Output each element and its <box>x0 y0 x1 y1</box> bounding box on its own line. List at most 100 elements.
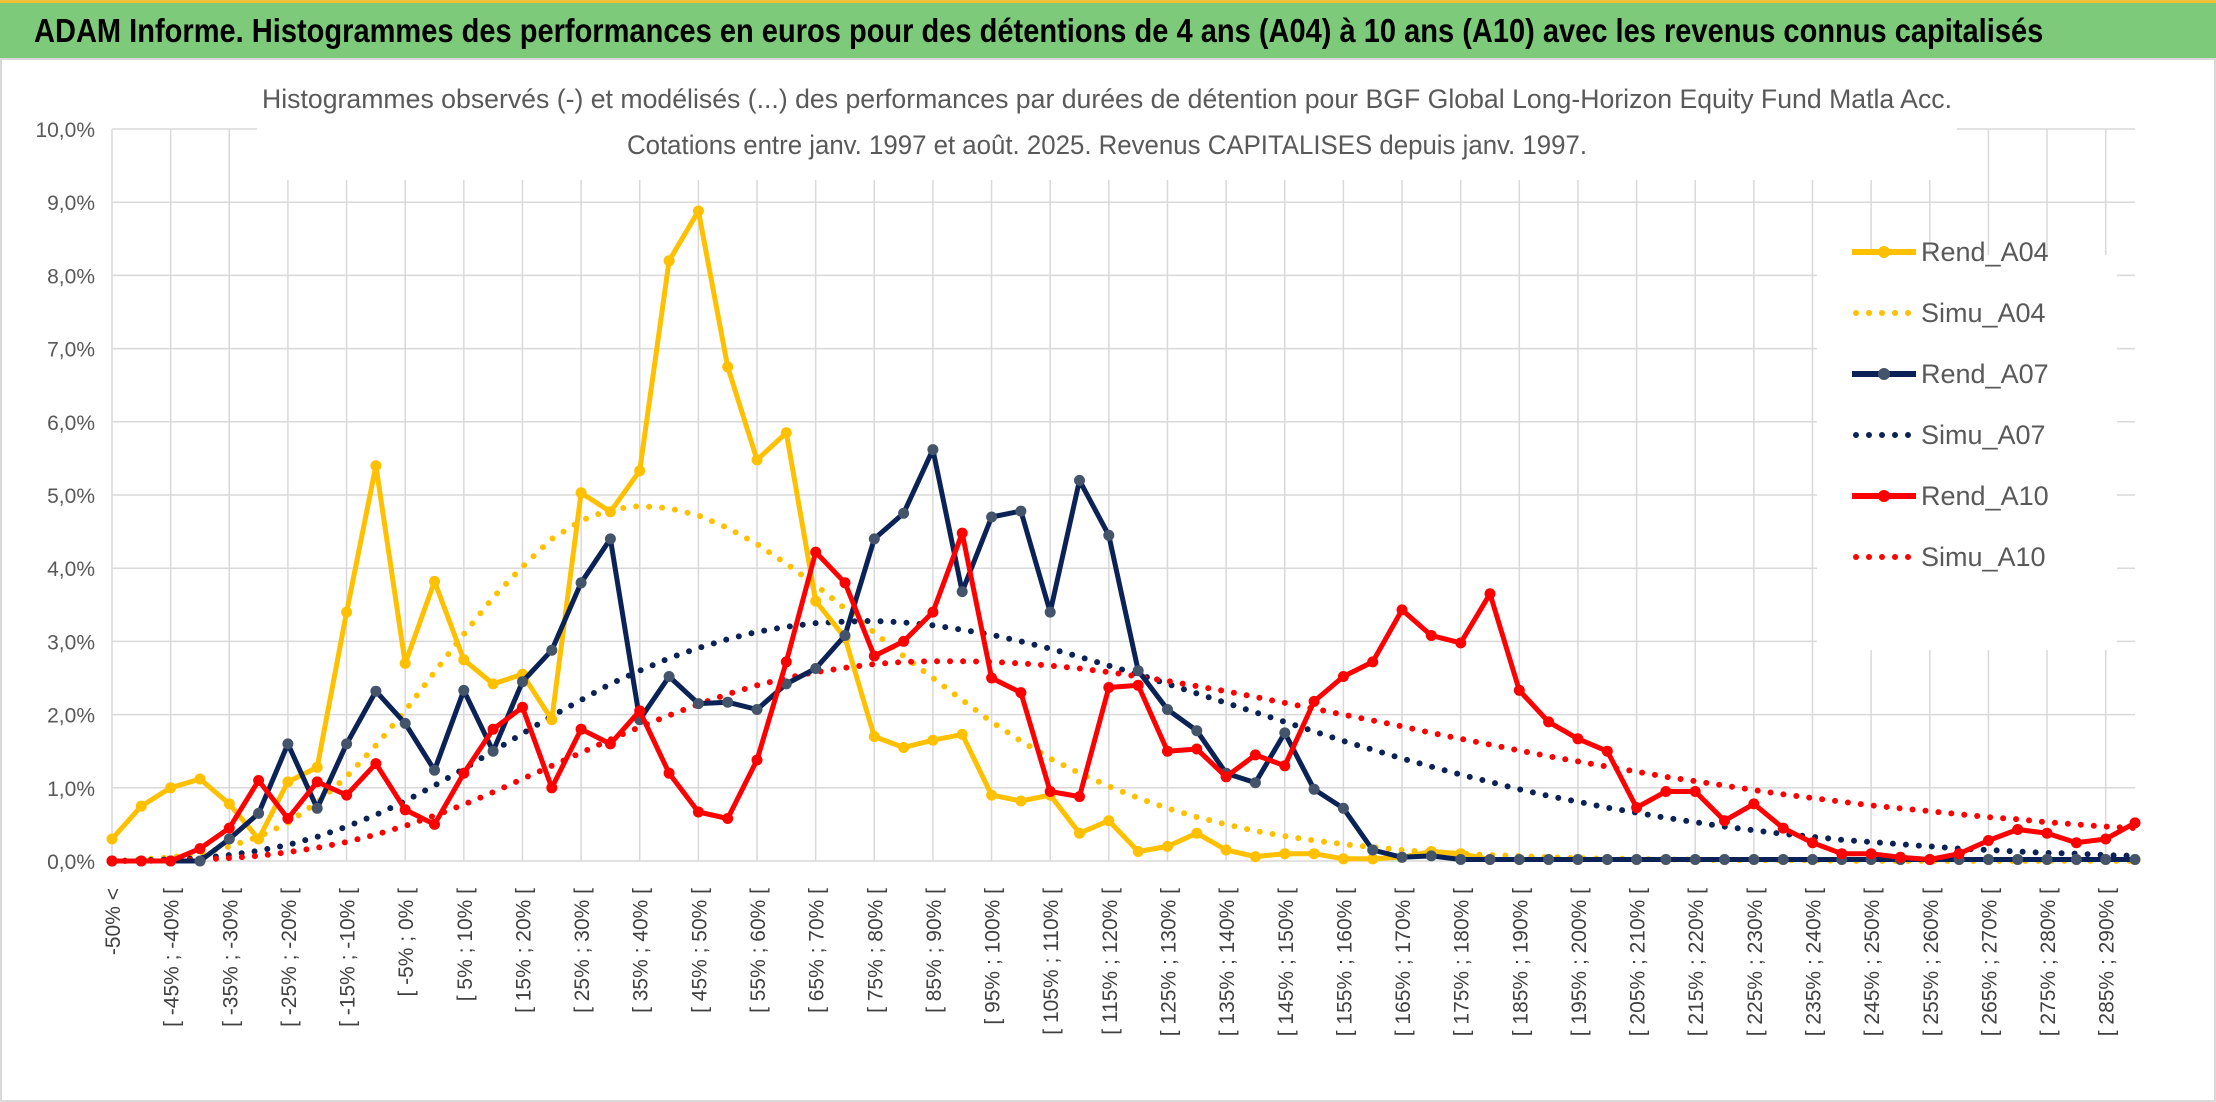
x-tick-label: [ 285% ; 290% [ <box>2096 888 2119 1036</box>
data-point-rend-a10 <box>1191 743 1203 755</box>
x-tick-label: [ 45% ; 50% [ <box>688 888 711 1013</box>
legend: Rend_A04 Simu_A04 Rend_A07 Simu_A07 Rend_A10… <box>1817 237 2117 650</box>
y-axis-ticks: 0,0% 1,0% 2,0% 3,0% 4,0% 5,0% 6,0% 7,0% 8,0% 9,0%… <box>35 119 95 874</box>
data-point-rend-a07 <box>1719 854 1730 865</box>
data-point-rend-a10 <box>194 843 206 855</box>
data-point-rend-a07 <box>458 684 470 696</box>
chart-frame: 0,0% 1,0% 2,0% 3,0% 4,0% 5,0% 6,0% 7,0% 8,0% 9,0%… <box>0 58 2216 1102</box>
legend-label-simu-a07: Simu_A07 <box>1921 420 2046 450</box>
data-point-rend-a07 <box>1279 727 1291 739</box>
data-point-rend-a10 <box>1220 771 1232 783</box>
data-point-rend-a07 <box>2129 854 2141 865</box>
data-point-rend-a07 <box>1425 850 1437 862</box>
data-point-rend-a07 <box>1455 854 1467 865</box>
data-point-rend-a10 <box>1572 733 1584 745</box>
x-tick-label: [ 195% ; 200% [ <box>1568 888 1591 1036</box>
data-point-rend-a07 <box>1982 854 1994 865</box>
x-tick-label: [ 255% ; 260% [ <box>1920 888 1943 1036</box>
x-tick-label: [ -35% ; -30% [ <box>219 888 242 1027</box>
data-point-rend-a04 <box>1103 815 1115 827</box>
data-point-rend-a07 <box>1191 725 1203 737</box>
data-point-rend-a07 <box>1543 854 1555 865</box>
chart-subtitle: Cotations entre janv. 1997 et août. 2025… <box>627 130 1587 160</box>
data-point-rend-a04 <box>165 782 177 794</box>
x-tick-label: [ 65% ; 70% [ <box>806 888 829 1013</box>
data-point-rend-a10 <box>458 767 470 779</box>
data-point-rend-a07 <box>282 738 294 750</box>
legend-label-rend-a10: Rend_A10 <box>1921 481 2049 511</box>
data-point-rend-a04 <box>956 728 968 740</box>
x-tick-label: [ 5% ; 10% [ <box>454 888 477 1001</box>
data-point-rend-a10 <box>1601 745 1613 757</box>
data-point-rend-a07 <box>370 685 382 697</box>
data-point-rend-a07 <box>839 630 851 641</box>
data-point-rend-a10 <box>2012 824 2024 835</box>
data-point-rend-a10 <box>2070 837 2082 849</box>
x-tick-label: [ 105% ; 110% [ <box>1040 888 1063 1035</box>
x-tick-label: [ 135% ; 140% [ <box>1216 888 1239 1036</box>
data-point-rend-a10 <box>546 782 558 794</box>
data-point-rend-a04 <box>1220 844 1232 856</box>
x-tick-label: [ 85% ; 90% [ <box>923 888 946 1013</box>
series-lines <box>106 205 2141 867</box>
data-point-rend-a10 <box>253 775 265 786</box>
data-point-rend-a10 <box>575 723 587 735</box>
y-tick-label: 4,0% <box>47 558 95 581</box>
data-point-rend-a10 <box>1249 749 1261 761</box>
data-point-rend-a07 <box>780 678 792 690</box>
y-tick-label: 0,0% <box>47 851 95 874</box>
x-tick-label: [ 15% ; 20% [ <box>512 888 535 1013</box>
data-point-rend-a07 <box>341 738 353 750</box>
data-point-rend-a07 <box>2100 854 2112 865</box>
data-point-rend-a10 <box>1543 716 1555 728</box>
x-tick-label: [ 155% ; 160% [ <box>1333 888 1356 1036</box>
data-point-rend-a10 <box>135 855 147 867</box>
legend-marker-rend-a10 <box>1878 490 1890 502</box>
data-point-rend-a10 <box>2129 817 2141 829</box>
data-point-rend-a04 <box>780 427 792 439</box>
data-point-rend-a07 <box>1015 505 1027 517</box>
data-point-rend-a04 <box>1337 853 1349 865</box>
y-tick-label: 2,0% <box>47 705 95 728</box>
data-point-rend-a10 <box>692 806 704 818</box>
data-point-rend-a10 <box>341 789 353 801</box>
data-point-rend-a07 <box>810 663 822 674</box>
data-point-rend-a07 <box>1601 854 1613 865</box>
data-point-rend-a10 <box>1044 786 1056 797</box>
legend-label-simu-a04: Simu_A04 <box>1921 298 2046 328</box>
data-point-rend-a07 <box>1777 854 1789 865</box>
data-point-rend-a04 <box>341 606 353 618</box>
x-tick-label: [ 75% ; 80% [ <box>864 888 887 1013</box>
data-point-rend-a10 <box>1865 848 1877 860</box>
data-point-rend-a04 <box>663 255 675 267</box>
data-point-rend-a07 <box>663 671 675 682</box>
series-line-rend-a10 <box>112 530 2137 864</box>
data-point-rend-a10 <box>986 672 998 684</box>
data-point-rend-a04 <box>604 506 616 518</box>
data-point-rend-a07 <box>575 577 587 589</box>
data-point-rend-a04 <box>194 773 206 785</box>
data-point-rend-a04 <box>1015 795 1027 807</box>
data-point-rend-a10 <box>663 767 675 779</box>
data-point-rend-a04 <box>722 361 734 373</box>
series-line-simu-a07 <box>109 617 2138 864</box>
data-point-rend-a07 <box>2012 854 2024 865</box>
data-point-rend-a10 <box>370 758 382 770</box>
data-point-rend-a10 <box>1513 684 1525 696</box>
data-point-rend-a07 <box>1132 665 1144 677</box>
data-point-rend-a10 <box>956 527 968 539</box>
data-point-rend-a10 <box>1484 588 1496 600</box>
data-point-rend-a10 <box>839 577 851 589</box>
data-point-rend-a07 <box>898 507 910 519</box>
data-point-rend-a07 <box>1631 854 1643 865</box>
data-point-rend-a10 <box>1367 656 1379 668</box>
data-point-rend-a10 <box>1924 854 1936 865</box>
data-point-rend-a10 <box>1132 679 1144 691</box>
x-tick-label: [ 185% ; 190% [ <box>1509 888 1532 1036</box>
data-point-rend-a07 <box>604 533 616 545</box>
data-point-rend-a07 <box>1103 529 1115 541</box>
data-point-rend-a04 <box>692 205 704 217</box>
x-tick-label: [ 35% ; 40% [ <box>630 888 653 1013</box>
x-tick-label: [ 205% ; 210% [ <box>1627 888 1650 1036</box>
data-point-rend-a04 <box>370 460 382 472</box>
